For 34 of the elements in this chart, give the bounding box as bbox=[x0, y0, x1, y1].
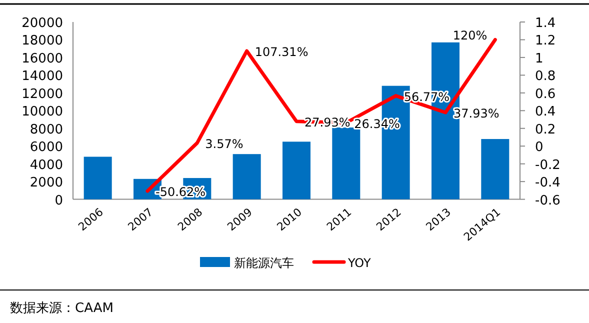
y-tick-label: 16000 bbox=[22, 51, 63, 66]
y-tick-label: 12000 bbox=[22, 86, 63, 102]
y2-tick-label: 0 bbox=[535, 140, 544, 156]
legend-label: 新能源汽车 bbox=[234, 256, 294, 270]
y-tick-label: 0 bbox=[54, 193, 63, 208]
y2-tick-label: -0.4 bbox=[535, 176, 560, 191]
y2-tick-label: -0.6 bbox=[535, 193, 560, 208]
y2-tick-label: 0.2 bbox=[535, 122, 556, 138]
data-label: 3.57% bbox=[205, 136, 244, 151]
data-label: 56.77% bbox=[404, 90, 450, 104]
y-tick-label: 14000 bbox=[22, 69, 63, 84]
y-tick-label: 8000 bbox=[30, 122, 63, 138]
y2-tick-label: 0.8 bbox=[535, 69, 556, 84]
bar bbox=[282, 142, 310, 200]
bar bbox=[481, 139, 510, 200]
y2-tick-label: 1.2 bbox=[535, 34, 556, 49]
y-tick-label: 10000 bbox=[22, 104, 63, 120]
bar bbox=[232, 154, 261, 200]
y-tick-label: 6000 bbox=[30, 140, 63, 156]
y2-tick-label: 1 bbox=[535, 51, 544, 66]
bar bbox=[84, 156, 112, 200]
data-label: 107.31% bbox=[254, 44, 308, 59]
y-tick-label: 2000 bbox=[30, 176, 63, 191]
y2-tick-label: 1.4 bbox=[535, 16, 556, 31]
data-label: 120% bbox=[452, 28, 488, 43]
y2-tick-label: -0.2 bbox=[535, 158, 560, 173]
legend-label: YOY bbox=[347, 256, 372, 270]
y2-tick-label: 0.6 bbox=[535, 86, 556, 102]
y-tick-label: 4000 bbox=[30, 158, 63, 173]
y-tick-label: 20000 bbox=[22, 16, 63, 31]
y-tick-label: 18000 bbox=[22, 34, 63, 49]
source-note: 数据来源：CAAM bbox=[10, 301, 114, 316]
y2-tick-label: 0.4 bbox=[535, 104, 556, 120]
bar bbox=[332, 127, 360, 200]
